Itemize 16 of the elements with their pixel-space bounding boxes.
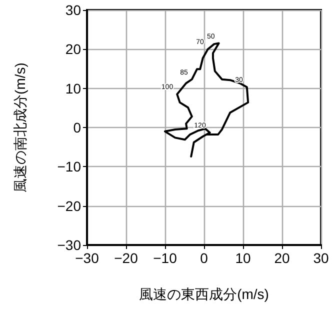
x-tick-label: 10 [235, 250, 251, 266]
y-tick-label: −20 [57, 198, 82, 214]
x-tick-label: 30 [313, 250, 329, 266]
y-tick-label: −10 [57, 158, 82, 175]
x-tick-label: −30 [75, 250, 100, 266]
y-tick-label: −30 [57, 237, 82, 253]
y-tick-label: 20 [65, 41, 82, 58]
x-tick-label: 0 [200, 250, 208, 266]
x-tick-label: −10 [153, 250, 178, 266]
y-tick-label: 10 [65, 80, 82, 96]
x-axis-title: 風速の東西成分(m/s) [139, 286, 269, 302]
x-tick-label: −20 [114, 250, 138, 266]
y-tick-label: 0 [73, 120, 82, 136]
y-tick-label: 30 [65, 2, 82, 18]
x-tick-label: 20 [274, 250, 290, 266]
y-axis-title: 風速の南北成分(m/s) [12, 62, 28, 192]
